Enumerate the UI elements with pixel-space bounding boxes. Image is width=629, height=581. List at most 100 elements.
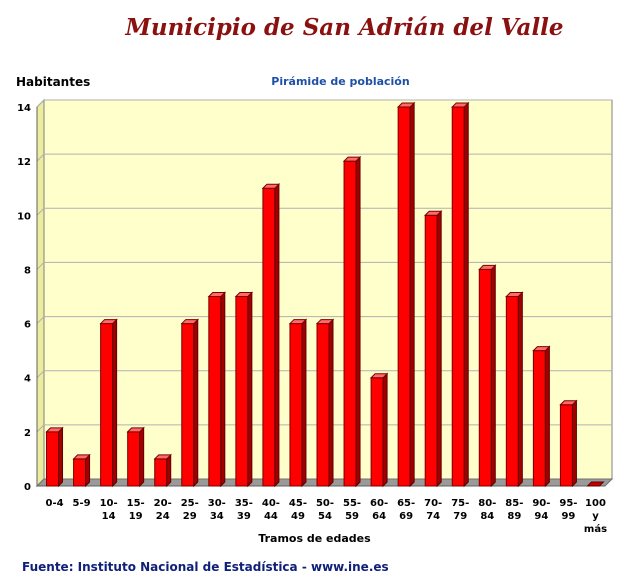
bar-top	[532, 346, 551, 352]
bar-top	[126, 427, 145, 433]
y-tick-label: 12	[17, 157, 31, 168]
x-tick-label: 90-	[532, 498, 550, 509]
bar-side	[193, 318, 199, 488]
bar-side	[517, 291, 523, 488]
x-tick-label: 20-	[154, 498, 172, 509]
bar	[505, 296, 519, 487]
x-tick-label: 34	[210, 511, 224, 522]
bar-side	[409, 101, 415, 488]
bar-side	[58, 426, 64, 488]
gridline-side	[36, 370, 45, 379]
x-tick-label: 79	[453, 511, 467, 522]
bar-top	[234, 292, 254, 297]
bar-side	[355, 155, 361, 488]
bar-top	[261, 183, 281, 189]
x-tick-label: 25-	[181, 498, 199, 509]
y-tick-label: 8	[24, 265, 31, 276]
bar-side	[544, 345, 550, 488]
bar-top	[451, 102, 470, 108]
bar	[370, 377, 384, 487]
x-tick-label: 10-	[100, 498, 118, 509]
bar-top	[72, 454, 91, 460]
bar-top	[505, 292, 524, 297]
bar-side	[490, 264, 496, 488]
bar-top	[45, 427, 64, 433]
y-tick-label: 14	[17, 103, 31, 114]
gridline-side	[36, 262, 45, 270]
x-tick-label: 30-	[208, 498, 226, 509]
x-tick-label: 55-	[343, 498, 361, 509]
x-tick-label: 35-	[235, 498, 253, 509]
x-tick-label: 40-	[262, 498, 280, 509]
bar-top	[288, 319, 308, 325]
x-tick-label: 14	[102, 511, 116, 522]
chart-title: Pirámide de población	[271, 75, 410, 88]
y-tick-label: 2	[24, 428, 31, 439]
bar-side	[247, 291, 253, 488]
x-tick-label: 45-	[289, 498, 307, 509]
bar-side	[274, 183, 280, 488]
x-tick-label: 29	[183, 511, 197, 522]
bar-top	[315, 319, 335, 325]
x-tick-label: 19	[129, 511, 143, 522]
x-tick-label: 85-	[505, 498, 523, 509]
y-tick-label: 4	[24, 374, 31, 385]
bar-top	[207, 292, 227, 297]
bar	[46, 431, 60, 487]
x-tick-label: 99	[561, 511, 575, 522]
y-axis-title: Habitantes	[16, 75, 91, 89]
x-tick-label: 39	[237, 511, 251, 522]
bar-side	[301, 318, 307, 488]
x-tick-label: 70-	[424, 498, 442, 509]
bar	[154, 458, 168, 487]
gridline-side	[36, 424, 45, 433]
gridline-side	[36, 316, 45, 324]
bar-side	[220, 291, 226, 488]
x-tick-label: 84	[480, 511, 494, 522]
bar-side	[112, 318, 118, 488]
x-tick-label: 75-	[451, 498, 469, 509]
x-tick-label: 60-	[370, 498, 388, 509]
x-tick-label: 59	[345, 511, 359, 522]
bar-top	[559, 400, 578, 406]
x-tick-label: 54	[318, 511, 332, 522]
x-tick-label: 50-	[316, 498, 334, 509]
bar-side	[571, 399, 577, 488]
x-tick-label: 15-	[127, 498, 145, 509]
x-tick-label: 44	[264, 511, 278, 522]
bar-top	[396, 102, 416, 108]
y-tick-label: 6	[24, 320, 31, 331]
bar-side	[85, 453, 91, 488]
bar	[478, 268, 492, 487]
page-title: Municipio de San Adrián del Valle	[125, 14, 564, 41]
y-tick-label: 0	[24, 482, 31, 493]
bar	[451, 106, 465, 487]
x-tick-label: 80-	[478, 498, 496, 509]
bar	[262, 187, 276, 487]
gridline-side	[36, 207, 45, 216]
source-note: Fuente: Instituto Nacional de Estadístic…	[22, 560, 389, 574]
bar	[586, 481, 605, 487]
bar-side	[166, 453, 172, 488]
gridline-side	[36, 153, 45, 162]
bar	[343, 160, 357, 487]
x-tick-label: 5-9	[73, 498, 91, 509]
bar	[316, 323, 330, 487]
x-tick-label: 69	[399, 511, 413, 522]
bar-top	[369, 373, 389, 379]
bar-top	[153, 454, 172, 460]
x-tick-label: 65-	[397, 498, 415, 509]
bar-top	[180, 319, 199, 325]
bar	[289, 323, 303, 487]
x-tick-label: 100	[585, 498, 606, 509]
bar-top	[423, 210, 443, 216]
x-tick-label: más	[584, 523, 607, 535]
gridline-side	[36, 99, 45, 108]
x-axis-title: Tramos de edades	[258, 532, 371, 545]
bar-side	[463, 101, 469, 488]
x-tick-label: 74	[426, 511, 440, 522]
x-tick-label: 24	[156, 511, 170, 522]
y-tick-label: 10	[17, 211, 31, 222]
bar	[73, 458, 87, 487]
bar-side	[436, 210, 442, 488]
